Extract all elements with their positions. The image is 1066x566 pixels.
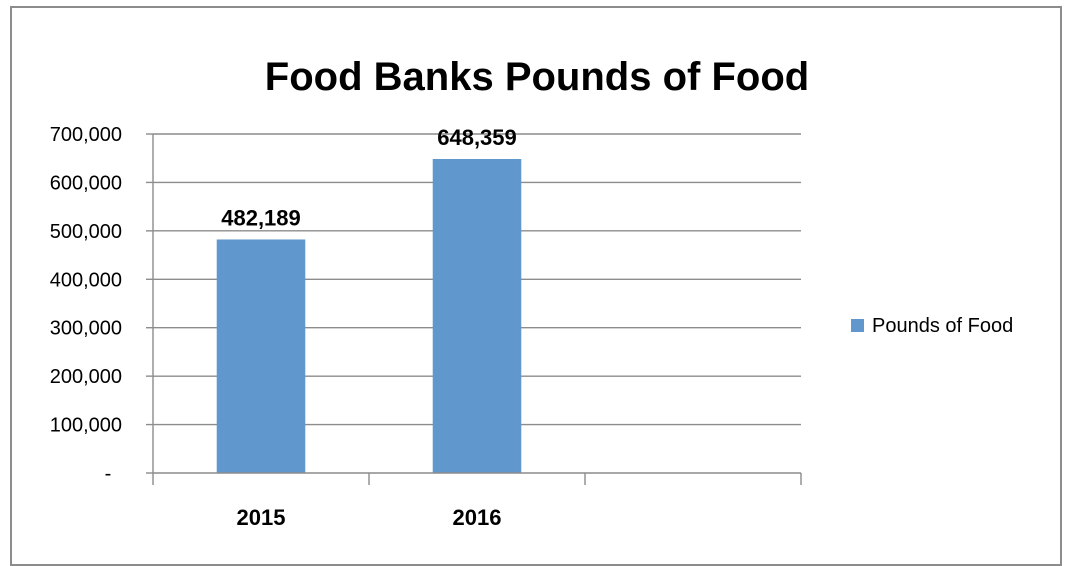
x-tick-label: 2016 <box>453 505 502 530</box>
chart-title: Food Banks Pounds of Food <box>265 55 809 99</box>
y-tick-labels: - 100,000 200,000 300,000 400,000 500,000 600,… <box>50 124 122 485</box>
legend: Pounds of Food <box>851 315 1013 337</box>
y-tick-label: 400,000 <box>50 269 122 291</box>
y-tick-label: 300,000 <box>50 318 122 340</box>
y-tick-label: 100,000 <box>50 415 122 437</box>
y-tick-label: 600,000 <box>50 172 122 194</box>
bars <box>216 159 522 473</box>
bar <box>216 239 306 473</box>
bar <box>432 159 522 473</box>
data-label: 482,189 <box>221 205 301 230</box>
legend-swatch <box>851 319 864 332</box>
y-tick-label: - <box>105 463 112 485</box>
axes <box>152 134 802 485</box>
y-tick-label: 200,000 <box>50 366 122 388</box>
y-tick-label: 500,000 <box>50 221 122 243</box>
y-tick-label: 700,000 <box>50 124 122 146</box>
x-tick-labels: 2015 2016 <box>237 505 502 530</box>
data-labels: 482,189 648,359 <box>221 125 517 230</box>
data-label: 648,359 <box>437 125 517 150</box>
legend-label: Pounds of Food <box>872 315 1013 337</box>
x-tick-label: 2015 <box>237 505 286 530</box>
bar-chart: Food Banks Pounds of Food - 100,000 200,00… <box>50 55 1014 530</box>
